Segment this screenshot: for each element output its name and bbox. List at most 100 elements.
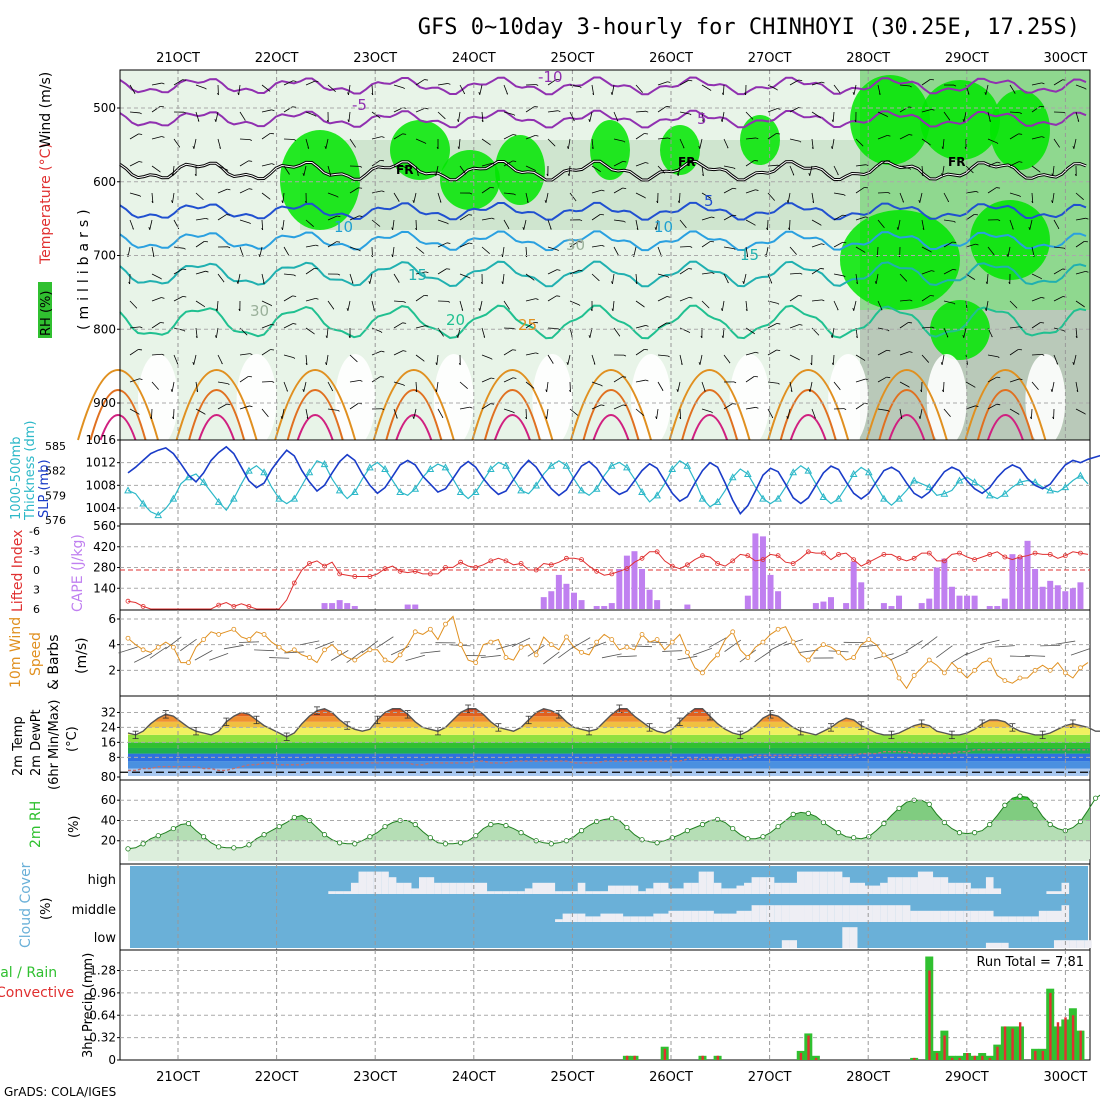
- cape-bar: [639, 568, 646, 609]
- thickness-tick: 585: [45, 440, 66, 453]
- cloud-bar: [1031, 916, 1039, 922]
- wind-barb: [767, 164, 779, 167]
- wind-barb: [393, 300, 405, 303]
- wind-barb-flag: [424, 79, 429, 81]
- wind-barb-flag: [1050, 389, 1053, 392]
- wind10m-barb: [180, 638, 197, 652]
- thickness-marker: [910, 476, 918, 484]
- slp-series: [124, 445, 1100, 519]
- wind-barb-flag: [996, 187, 1001, 189]
- top-date-label: 30OCT: [1044, 51, 1088, 66]
- cloud-bar: [736, 910, 745, 922]
- wind-barb-flag: [139, 326, 143, 329]
- cloud-bar: [562, 891, 571, 894]
- wind-barb-flag: [623, 354, 627, 357]
- wind-barb: [1053, 79, 1063, 86]
- wind-barb: [943, 111, 951, 121]
- tick-label: 800: [93, 322, 116, 336]
- wind-barb: [1073, 354, 1077, 365]
- rh-shading: [120, 70, 1090, 446]
- wind-barb: [195, 217, 206, 221]
- wind-barb: [767, 408, 774, 418]
- wind-barb-flag: [1019, 326, 1023, 329]
- wind-barb-flag: [227, 383, 230, 385]
- temp2m-label-3: (6hr Min/Max): [47, 700, 62, 790]
- dewpoint-line: [128, 749, 1088, 772]
- cloud-bar: [917, 871, 926, 894]
- thickness-marker: [199, 478, 208, 486]
- wind-barb: [855, 378, 866, 383]
- wind-barb: [129, 326, 140, 329]
- cloud-unit: (%): [39, 898, 54, 921]
- wind-barb-flag: [478, 91, 481, 95]
- wind-barb: [238, 84, 241, 95]
- wind-barb-flag: [381, 136, 385, 138]
- wind-barb-flag: [351, 282, 354, 284]
- wind-barb-flag: [830, 335, 833, 338]
- top-date-label: 29OCT: [945, 51, 989, 66]
- cape-bar: [1047, 580, 1054, 609]
- cloud-bar: [547, 882, 556, 894]
- wind-barb: [833, 165, 839, 176]
- wind-barb-flag: [776, 323, 781, 325]
- precip-conv-bar: [1079, 1030, 1082, 1060]
- wind-barb-flag: [689, 296, 693, 299]
- temp-band: [128, 747, 1090, 754]
- wind-barb-flag: [579, 269, 583, 272]
- wind-barb: [305, 80, 316, 86]
- warm-contour: [471, 369, 554, 441]
- warm-contour: [274, 369, 357, 441]
- wind-barb-flag: [645, 162, 649, 164]
- wind-barb-flag: [1051, 200, 1053, 204]
- wind-barb-flag: [842, 214, 847, 217]
- cloud-bar: [774, 882, 782, 894]
- wind-barb: [568, 165, 571, 176]
- cloud-bar: [343, 891, 352, 894]
- wind-barb: [921, 219, 925, 230]
- wind-barb-flag: [359, 380, 363, 382]
- wind-barb-flag: [469, 406, 473, 409]
- wind-barb-flag: [843, 194, 846, 196]
- precip-conv-bar: [935, 1053, 939, 1060]
- wind-barb-flag: [798, 359, 800, 361]
- cape-bar: [933, 567, 940, 609]
- thickness-marker: [229, 494, 238, 502]
- wind10m-barb: [134, 653, 153, 663]
- cloud-bar: [502, 891, 510, 894]
- rh-dry-pocket: [631, 354, 671, 446]
- wind-barb: [877, 160, 887, 167]
- wind-barb-flag: [481, 120, 484, 123]
- rh-dry-pocket: [532, 354, 573, 446]
- lifted-index-marker: [926, 550, 932, 556]
- wind-barb-flag: [457, 119, 459, 123]
- wind-barb-flag: [196, 390, 199, 393]
- thickness-marker: [683, 461, 692, 469]
- wind-barb-flag: [1019, 378, 1023, 381]
- wind-barb-flag: [1051, 173, 1054, 177]
- wind-barb: [877, 192, 889, 194]
- lifted-index-marker: [382, 566, 388, 572]
- wind-barb-flag: [777, 108, 781, 110]
- wind-barb: [723, 165, 734, 169]
- wind-barb-flag: [183, 247, 186, 250]
- thickness-marker: [744, 469, 752, 477]
- wind10m-barb: [965, 646, 984, 656]
- wind-barb-flag: [403, 384, 405, 387]
- wind-barb: [657, 322, 667, 329]
- cloud-bar: [970, 888, 979, 894]
- wind-barb-flag: [183, 329, 186, 332]
- wind-barb: [547, 327, 559, 330]
- wind-barb: [613, 327, 621, 337]
- wind-barb: [965, 405, 976, 410]
- wind-barb-flag: [579, 86, 582, 88]
- thickness-marker: [1076, 471, 1085, 479]
- precip-conv-bar: [966, 1053, 969, 1060]
- cloud-bar: [925, 871, 934, 894]
- wind10m-barb: [315, 641, 334, 650]
- rh-marker: [291, 814, 297, 821]
- precip-conv-bar: [988, 1057, 992, 1060]
- wind-barb-flag: [447, 301, 451, 303]
- wind-barb-flag: [799, 140, 802, 143]
- lifted-index-marker: [836, 552, 841, 557]
- wind10m-barb: [601, 653, 622, 659]
